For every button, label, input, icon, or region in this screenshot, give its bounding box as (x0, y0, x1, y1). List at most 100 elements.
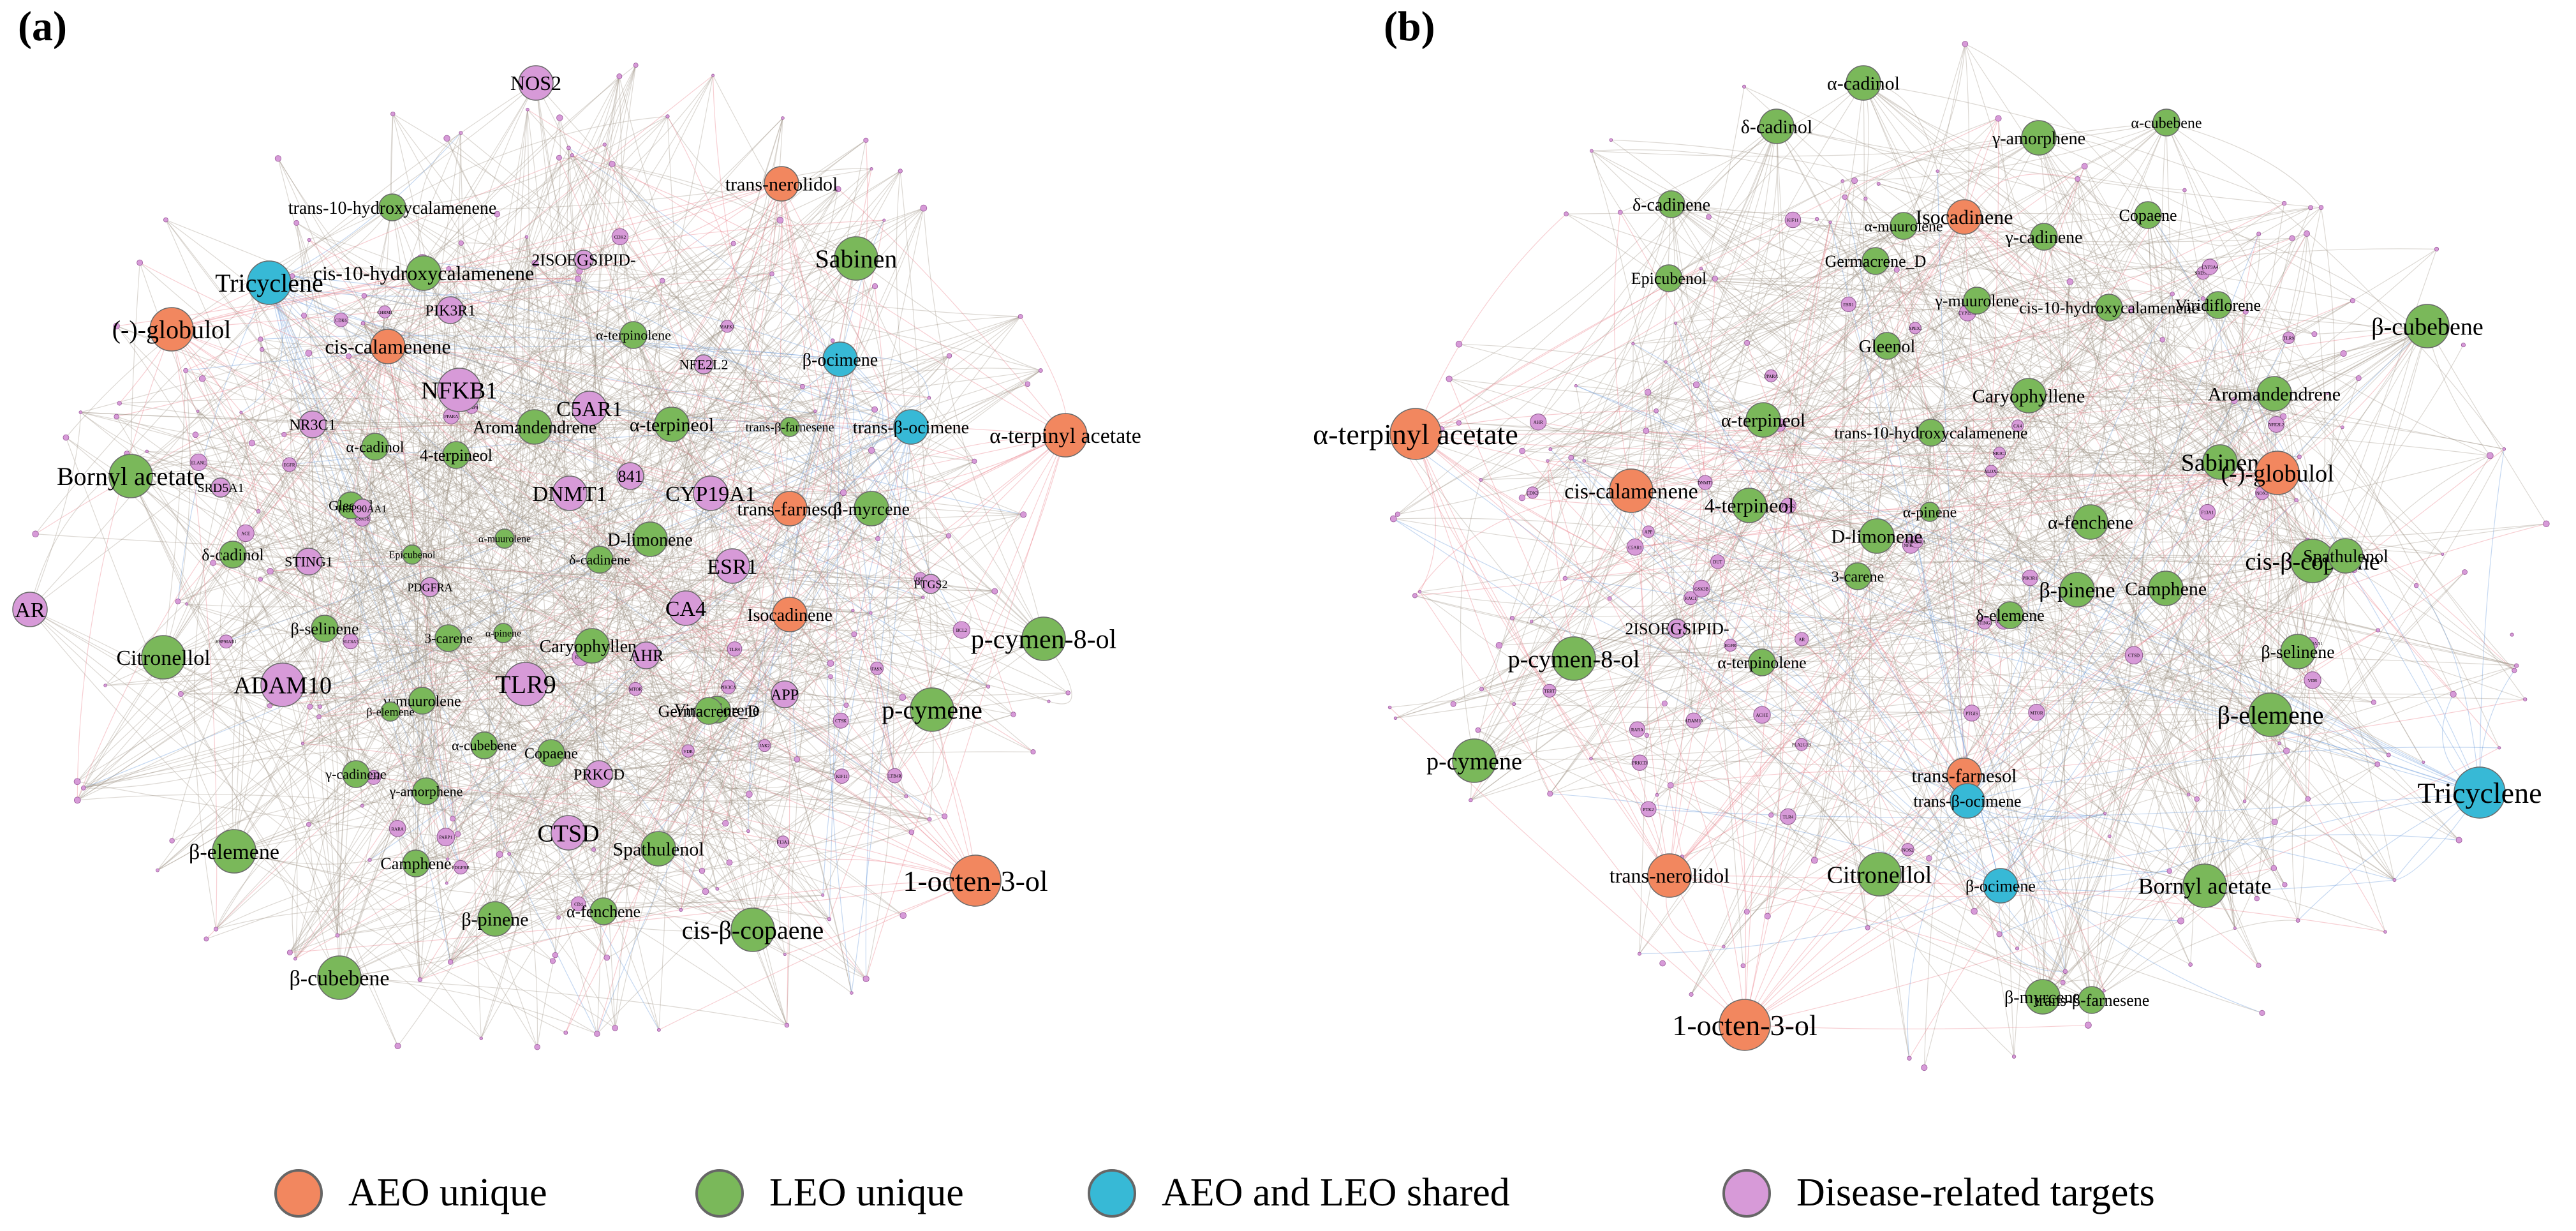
edge (1415, 433, 2064, 983)
edge (1954, 225, 2166, 589)
edge (1964, 118, 1999, 776)
edge (2343, 555, 2374, 703)
edge (1886, 266, 2210, 347)
edge (362, 322, 634, 353)
edge (826, 359, 852, 994)
minor-target-node (1995, 115, 2002, 122)
edge (269, 282, 459, 835)
node-label: α-terpinyl acetate (989, 424, 1141, 448)
edge (282, 157, 559, 685)
edge (308, 280, 663, 562)
edge (789, 168, 872, 615)
node-circle (12, 592, 48, 627)
edge (271, 272, 413, 555)
node-circle (1846, 65, 1881, 101)
node-label: δ-cadinene (569, 552, 630, 568)
target-node: LTB4R (887, 768, 903, 784)
node-circle (406, 255, 441, 291)
target-node-label: CD4 (574, 902, 583, 907)
edge (308, 539, 651, 825)
edge (558, 157, 790, 615)
edge (1481, 204, 1672, 690)
edge (1631, 309, 2131, 491)
edge (1474, 327, 1916, 761)
edge (526, 236, 933, 710)
edge (226, 426, 535, 642)
target-node: KIF11 (834, 768, 850, 784)
target-node: CDK2 (1526, 486, 1539, 499)
edge (1886, 345, 2287, 752)
edge (1999, 560, 2313, 935)
edge (130, 116, 668, 477)
target-node-circle (1543, 683, 1557, 698)
minor-target-node (2297, 454, 2302, 459)
edge (590, 236, 621, 646)
edge (1499, 260, 1876, 646)
edge (1999, 452, 2045, 997)
edge (2000, 234, 2260, 886)
edge (1930, 218, 2156, 433)
node-leo: δ-cadinol (1741, 108, 1812, 144)
edge (2165, 588, 2517, 666)
edge (1743, 86, 2275, 394)
edge (374, 446, 945, 817)
edge (1531, 307, 2110, 622)
minor-target-node (722, 819, 729, 827)
edge (781, 183, 896, 776)
minor-target-node (307, 703, 313, 710)
node-leo: Germacrene_D (1825, 247, 1926, 275)
minor-target-node (1418, 590, 1422, 593)
edge (423, 272, 749, 832)
edge (732, 565, 921, 585)
minor-target-node (2376, 628, 2380, 632)
edge (249, 287, 357, 775)
edge (1611, 139, 2045, 237)
target-node-label: AR (1798, 637, 1805, 642)
edge (177, 282, 270, 602)
edge (1749, 339, 2163, 506)
edge (928, 397, 1044, 639)
edge (619, 236, 931, 585)
target-node-label: BCL2 (956, 628, 968, 633)
edge (1656, 126, 1777, 795)
node-target: NFE2L2 (679, 354, 729, 375)
target-node: HSP90AB1 (216, 634, 237, 649)
edge (80, 259, 584, 413)
edge (455, 454, 989, 687)
edge (1955, 225, 2346, 556)
edge (1749, 505, 2374, 703)
node-leo: α-pinene (485, 623, 521, 643)
edge (324, 628, 607, 959)
target-node: SLC6A3 (343, 633, 359, 650)
edge (1793, 220, 2346, 556)
edge (1976, 287, 2173, 301)
minor-target-node (73, 778, 81, 786)
edge (1547, 137, 2039, 461)
edge (1573, 424, 1780, 659)
target-node-circle (870, 661, 884, 675)
edge (480, 424, 672, 1039)
target-node-circle (833, 712, 849, 729)
minor-target-node (524, 235, 529, 239)
node-label: α-pinene (485, 629, 521, 639)
minor-target-node (496, 851, 503, 858)
minor-target-node (1936, 169, 1939, 173)
node-circle (1647, 853, 1692, 898)
node-circle (1021, 616, 1066, 661)
node-label: α-muurolene (478, 534, 531, 545)
legend-item-shared: AEO and LEO shared (1088, 1155, 1510, 1231)
edge (249, 287, 340, 978)
edge (1682, 714, 2271, 858)
edge (1449, 378, 2205, 886)
edge (551, 535, 949, 754)
edge (1717, 561, 2205, 886)
edge (583, 259, 646, 849)
edge (260, 338, 413, 555)
node-target: PIK3R1 (426, 296, 475, 324)
edge (1647, 392, 1678, 629)
edge (2038, 137, 2156, 219)
edge (579, 271, 753, 930)
node-label: Bornyl acetate (2138, 874, 2272, 899)
minor-target-node (850, 991, 854, 995)
edge (354, 207, 393, 806)
